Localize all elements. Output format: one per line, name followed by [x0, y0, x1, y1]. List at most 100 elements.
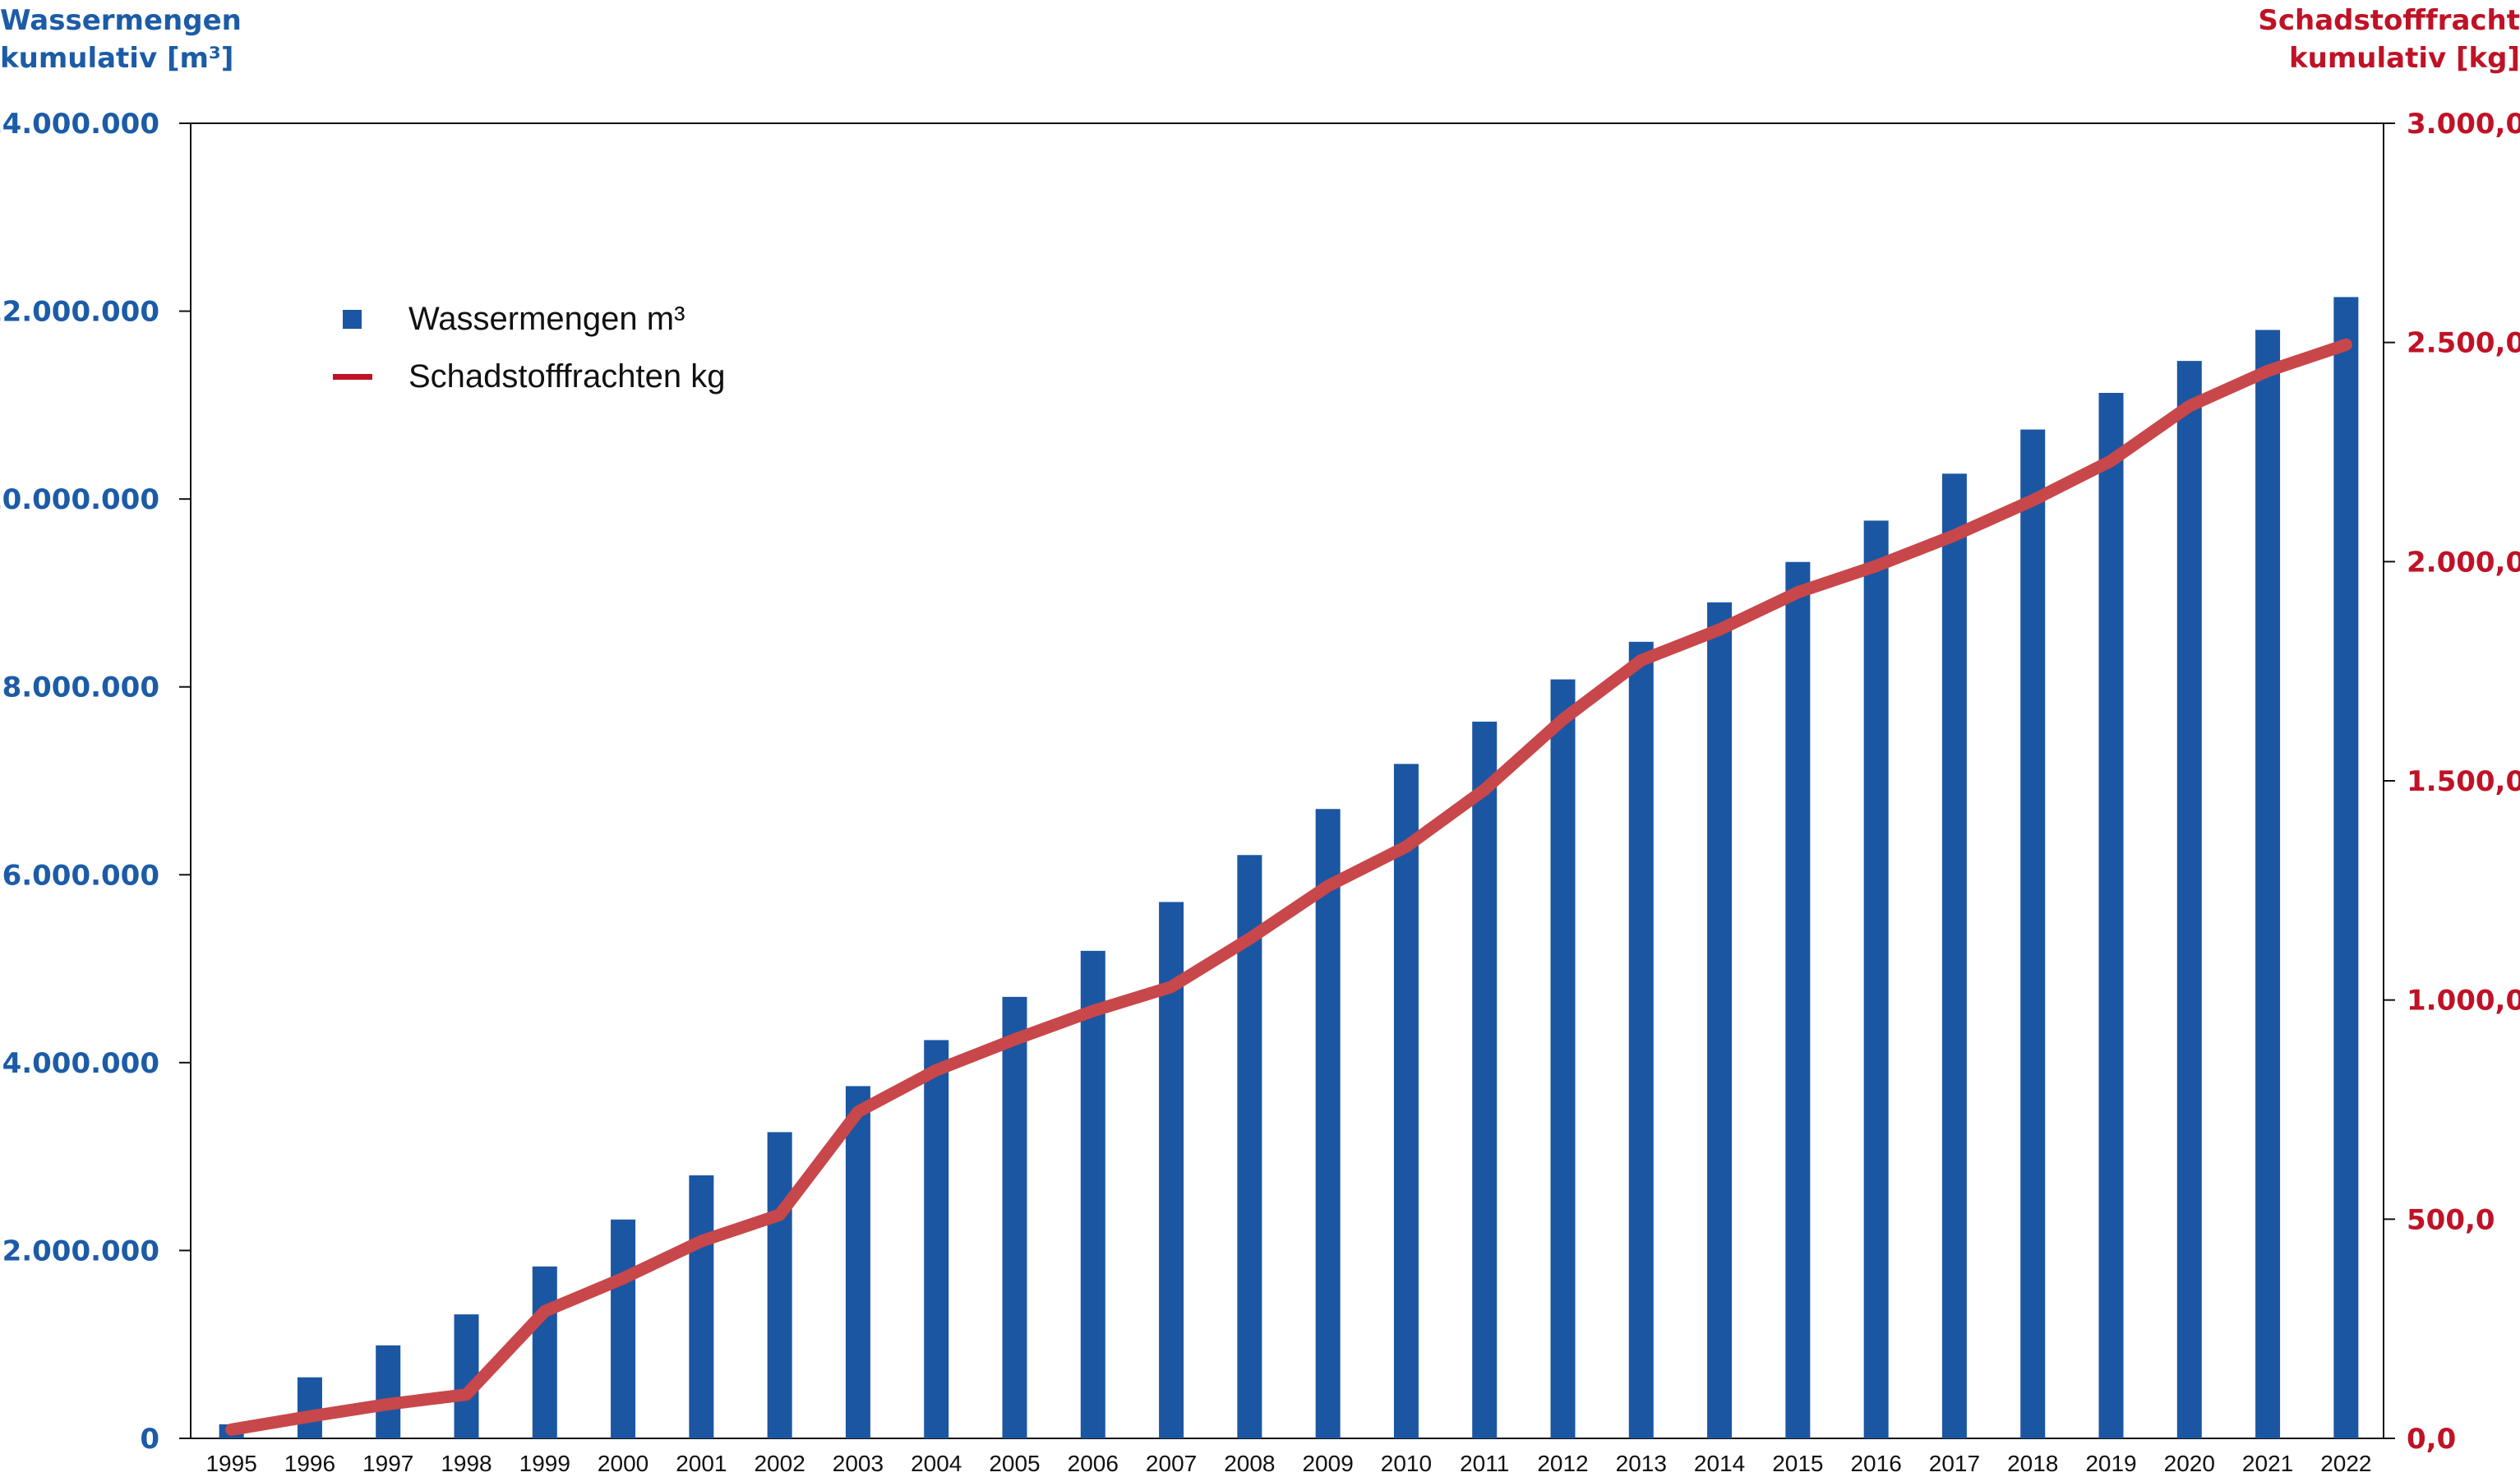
line-point: [856, 1110, 859, 1113]
x-axis-tick-label: 2007: [1146, 1451, 1197, 1476]
bar: [689, 1175, 714, 1438]
line-point: [2110, 459, 2112, 462]
legend-bar-label: Wassermengen m³: [408, 300, 685, 337]
left-axis-title: Wassermengen kumulativ [m³]: [0, 2, 242, 77]
bar: [1080, 950, 1105, 1438]
x-axis-tick-label: 2013: [1616, 1451, 1667, 1476]
x-axis-tick-label: 2002: [754, 1451, 805, 1476]
x-axis-tick-label: 2009: [1302, 1451, 1353, 1476]
line-point: [1640, 659, 1642, 662]
left-axis-tick-label: 8.000.000: [2, 672, 159, 704]
bar: [2255, 330, 2281, 1438]
bar: [1550, 679, 1576, 1438]
bar: [1863, 520, 1889, 1438]
left-axis-tick-label: 12.000.000: [0, 296, 159, 329]
bar: [376, 1345, 401, 1438]
right-axis-tick-label: 500,0: [2407, 1203, 2495, 1236]
bar: [1315, 809, 1341, 1438]
bar: [2020, 429, 2046, 1438]
line-point: [1562, 718, 1564, 721]
left-axis-title-line-2: kumulativ [m³]: [0, 42, 234, 75]
left-axis-tick-label: 2.000.000: [2, 1235, 159, 1267]
bar: [1628, 641, 1654, 1438]
right-axis-tick-label: 1.000,0: [2407, 985, 2520, 1018]
bar: [845, 1086, 870, 1438]
line-point: [2188, 405, 2190, 407]
right-axis-title-line-2: kumulativ [kg]: [2289, 42, 2520, 75]
x-axis-tick-label: 2018: [2007, 1451, 2058, 1476]
bar: [1472, 722, 1498, 1438]
bar: [1941, 473, 1967, 1439]
bar: [2176, 361, 2202, 1439]
right-axis-tick-label: 1.500,0: [2407, 765, 2520, 798]
x-axis-tick-label: 1996: [284, 1451, 335, 1476]
line-layer: [225, 338, 2352, 1436]
pollutant-line: [225, 338, 2352, 1436]
left-axis-tick-label: 6.000.000: [2, 859, 159, 892]
left-axis-tick-label: 0: [140, 1423, 159, 1456]
right-axis-tick-label: 3.000,0: [2407, 108, 2520, 141]
x-axis-tick-label: 1995: [205, 1451, 256, 1476]
legend-item-line: Schadstofffrachten kg: [333, 348, 725, 405]
bar: [297, 1377, 322, 1438]
x-axis-tick-label: 2001: [676, 1451, 727, 1476]
line-point: [1092, 1010, 1094, 1012]
bar: [1393, 764, 1419, 1438]
x-axis-tick-label: 2003: [833, 1451, 884, 1476]
bar: [1785, 561, 1811, 1438]
x-axis-tick-label: 1999: [519, 1451, 570, 1476]
legend-line-swatch: [333, 373, 372, 380]
bar: [2333, 297, 2359, 1438]
line-point: [2267, 370, 2269, 372]
line-point: [1013, 1038, 1016, 1041]
line-point: [1953, 534, 1955, 537]
left-axis-title-line-1: Wassermengen: [0, 4, 242, 37]
line-point: [778, 1214, 781, 1216]
line-point: [387, 1403, 390, 1405]
bar: [532, 1266, 557, 1438]
x-axis-tick-label: 2010: [1381, 1451, 1432, 1476]
x-axis-tick-label: 2014: [1694, 1451, 1745, 1476]
bar: [454, 1314, 479, 1438]
x-axis-tick-label: 2004: [911, 1451, 962, 1476]
line-point: [1248, 938, 1251, 939]
bar: [1002, 996, 1027, 1438]
line-point: [2032, 499, 2034, 501]
x-axis-tick-label: 2005: [989, 1451, 1040, 1476]
x-axis-tick-label: 1998: [441, 1451, 492, 1476]
line-point: [935, 1069, 938, 1071]
line-point: [308, 1415, 311, 1418]
line-point: [1719, 629, 1721, 630]
left-axis-tick-label: 4.000.000: [2, 1047, 159, 1080]
x-axis-tick-label: 2015: [1772, 1451, 1823, 1476]
bars-layer: [219, 297, 2359, 1439]
line-point: [543, 1310, 546, 1313]
x-axis-tick-label: 2019: [2085, 1451, 2136, 1476]
line-point: [1327, 885, 1329, 887]
bar: [611, 1219, 636, 1438]
right-axis-title: Schadstofffracht kumulativ [kg]: [2258, 2, 2520, 77]
x-axis-tick-label: 2006: [1068, 1451, 1119, 1476]
x-axis-tick-label: 2022: [2320, 1451, 2371, 1476]
legend-line-label: Schadstofffrachten kg: [408, 358, 726, 395]
x-axis-tick-label: 2008: [1224, 1451, 1275, 1476]
line-point: [230, 1429, 233, 1431]
bar: [2098, 393, 2124, 1438]
x-axis-tick-label: 1997: [362, 1451, 413, 1476]
right-axis-tick-label: 0,0: [2407, 1423, 2456, 1456]
labels-layer: 0 2.000.000 4.000.000 6.000.000 8.000.000 10.…: [0, 108, 2520, 1476]
line-point: [1170, 985, 1173, 988]
line-point: [1484, 788, 1486, 791]
x-axis-tick-label: 2000: [598, 1451, 648, 1476]
bar: [1707, 602, 1733, 1438]
legend-item-bars: Wassermengen m³: [333, 290, 725, 348]
right-axis-tick-label: 2.500,0: [2407, 327, 2520, 360]
line-point: [2345, 344, 2347, 346]
line-point: [622, 1277, 625, 1280]
line-point: [1875, 565, 1877, 567]
x-axis-tick-label: 2021: [2242, 1451, 2293, 1476]
x-axis-tick-label: 2012: [1537, 1451, 1588, 1476]
x-axis-tick-label: 2011: [1460, 1451, 1509, 1476]
x-axis-tick-label: 2020: [2164, 1451, 2215, 1476]
